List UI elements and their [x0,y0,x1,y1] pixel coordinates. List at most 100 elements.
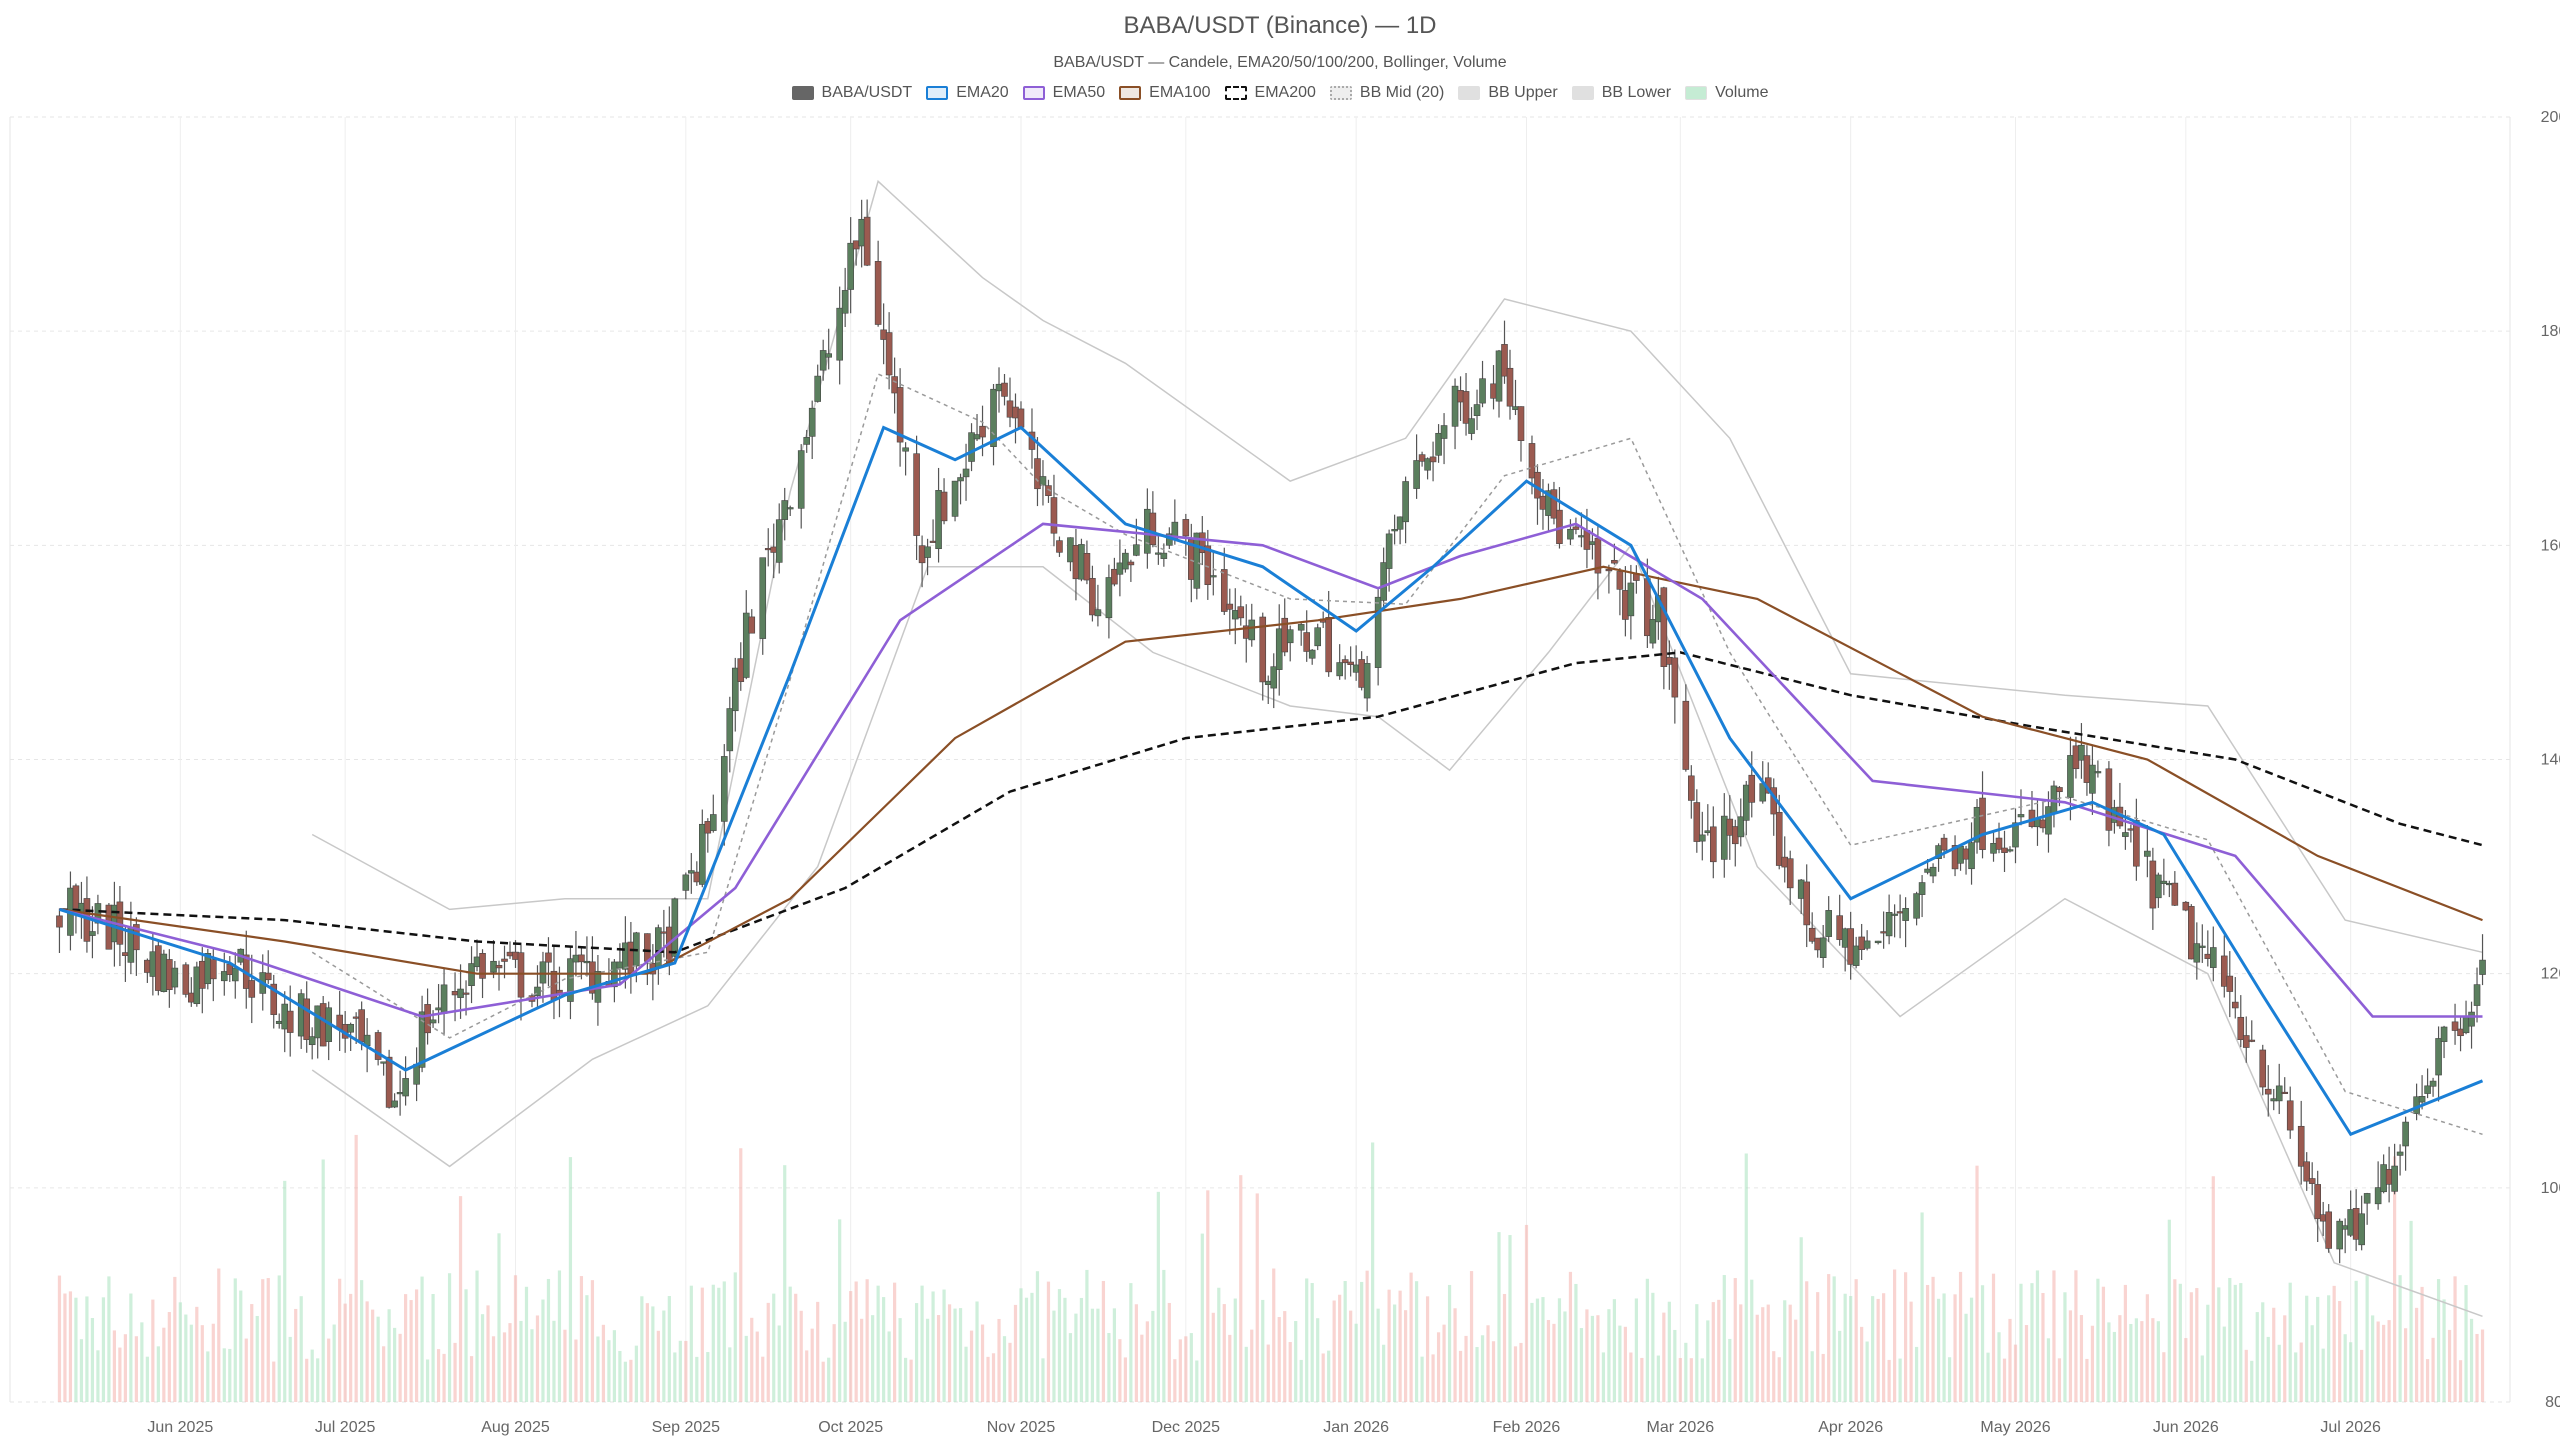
candle-body [737,658,745,682]
volume-bar [1541,1297,1545,1402]
candle-body [2166,883,2173,886]
volume-bar [1755,1314,1759,1402]
volume-bar [1288,1342,1292,1402]
candle-body [1435,432,1442,456]
volume-bar [2354,1280,2358,1402]
candle-body [913,453,920,536]
volume-bar [1112,1308,1116,1402]
legend-item[interactable]: Volume [1685,84,1768,102]
candle-body [1231,610,1239,620]
candle-body [1391,529,1398,532]
volume-bar [1156,1191,1160,1402]
volume-bar [1557,1298,1562,1402]
volume-bar [1266,1344,1270,1402]
candle-body [2083,755,2091,783]
volume-bar [1382,1344,1386,1402]
volume-bar [184,1314,188,1402]
volume-bar [2475,1333,2479,1402]
volume-bar [596,1336,600,1402]
candle-body [858,218,865,247]
candle-body [2122,832,2129,837]
candle-body [374,1032,382,1060]
legend-item[interactable]: EMA20 [926,84,1009,102]
volume-bar [134,1336,138,1402]
candle-body [1155,552,1162,555]
volume-bar [1980,1285,1985,1402]
legend-item[interactable]: BB Upper [1458,84,1558,102]
volume-bar [376,1316,380,1402]
candle-body [270,983,278,1015]
candle-body [1418,454,1426,462]
volume-bar [914,1303,919,1402]
legend-item[interactable]: BB Lower [1571,84,1671,102]
x-tick-label: Jun 2025 [147,1419,213,1436]
volume-bar [1925,1284,1930,1402]
candle-body [1424,458,1431,471]
candle-body [1440,425,1448,439]
volume-bar [1997,1332,2001,1402]
volume-bar [1469,1271,1474,1402]
candle-body [940,491,948,522]
volume-bar [1277,1317,1281,1402]
volume-bar [425,1359,430,1402]
legend-item[interactable]: EMA50 [1022,84,1105,102]
volume-bar [1662,1312,1666,1402]
volume-bar [706,1352,710,1402]
candle-body [1572,526,1580,530]
candle-body [1220,569,1228,612]
volume-bar [1909,1301,1913,1402]
candle-body [891,376,898,394]
legend-item[interactable]: EMA200 [1224,84,1316,102]
candle-body [2363,1193,2371,1204]
candle-body [1133,544,1140,556]
volume-bar [1200,1233,1204,1402]
candle-body [1270,666,1278,689]
volume-bar [1365,1270,1369,1402]
volume-bar [1821,1353,1825,1402]
candle-body [1644,578,1651,637]
volume-bar [871,1315,875,1402]
legend-item[interactable]: EMA100 [1119,84,1211,102]
candle-body [1083,553,1091,581]
candle-body [781,500,789,520]
volume-bar [2332,1285,2336,1402]
volume-bar [79,1339,84,1402]
candle-body [1347,661,1354,665]
candle-body [2347,1209,2354,1236]
candle-body [786,507,794,510]
candle-body [2358,1213,2365,1246]
candle-body [2468,1011,2475,1027]
candle-body [808,407,816,437]
volume-bar [2398,1275,2402,1402]
candle-body [688,870,695,874]
volume-bar [2288,1282,2292,1402]
volume-bar [371,1309,375,1402]
volume-bar [1316,1318,1320,1402]
candle-body [627,941,635,974]
volume-bar [1057,1289,1062,1402]
volume-bar [1618,1325,1622,1402]
legend-item[interactable]: BB Mid (20) [1329,84,1444,102]
volume-bar [1074,1313,1078,1402]
candle-body [2171,882,2179,906]
volume-bar [1777,1357,1781,1402]
volume-bar [404,1294,408,1402]
volume-bar [1173,1359,1177,1402]
volume-bar [1794,1319,1798,1402]
candle-body [144,959,151,973]
volume-bar [2167,1219,2171,1402]
candle-body [391,1100,398,1108]
volume-bar [744,1335,748,1402]
candle-body [1149,512,1157,546]
legend-item[interactable]: BABA/USDT [791,84,912,102]
volume-bar [2156,1321,2160,1402]
volume-bar [195,1306,199,1402]
candle-body [2479,959,2486,975]
candle-body [2188,906,2195,960]
candle-body [671,898,679,957]
volume-bar [96,1350,100,1402]
volume-bar [57,1275,62,1402]
volume-bar [1107,1333,1111,1402]
volume-bar [1623,1326,1627,1402]
candle-body [902,447,909,452]
